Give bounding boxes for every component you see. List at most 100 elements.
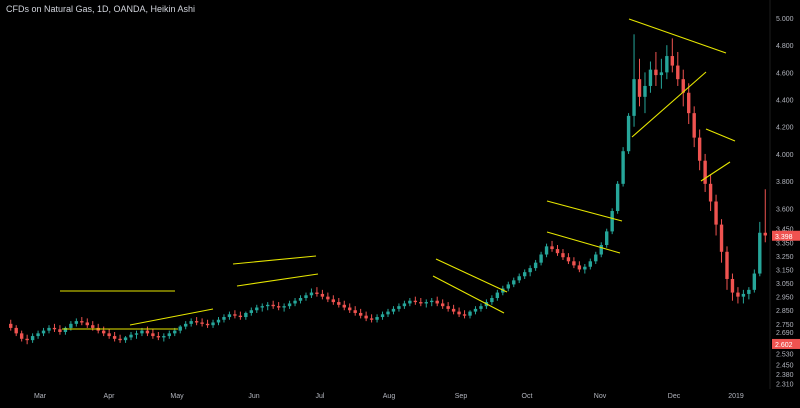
trendline bbox=[628, 18, 727, 54]
x-tick-label: Jul bbox=[316, 393, 325, 400]
y-tick-label: 4.400 bbox=[776, 98, 794, 105]
candle-body bbox=[112, 336, 117, 339]
candle-body bbox=[386, 311, 390, 315]
candle-body bbox=[293, 300, 297, 304]
trendline bbox=[546, 231, 621, 254]
trendline bbox=[236, 273, 319, 287]
price-tag bbox=[772, 230, 800, 241]
candle-body bbox=[260, 306, 264, 308]
x-tick-label: Jun bbox=[248, 393, 259, 400]
candle-body bbox=[413, 300, 418, 303]
candle-body bbox=[730, 278, 735, 293]
price-tag-label: 2.602 bbox=[775, 342, 793, 349]
candle-body bbox=[451, 308, 456, 312]
y-tick-label: 4.600 bbox=[776, 70, 794, 77]
candle-body bbox=[517, 276, 521, 281]
candle-body bbox=[337, 302, 341, 305]
candle-body bbox=[643, 85, 647, 97]
y-tick-label: 2.450 bbox=[776, 363, 794, 370]
candle-body bbox=[315, 292, 319, 294]
chart-title: CFDs on Natural Gas, 1D, OANDA, Heikin A… bbox=[6, 4, 196, 14]
y-tick-label: 3.350 bbox=[776, 240, 794, 247]
trendline bbox=[705, 128, 736, 142]
candle-body bbox=[47, 327, 51, 331]
candle-body bbox=[539, 254, 543, 263]
x-tick-label: May bbox=[170, 393, 184, 400]
candle-body bbox=[205, 323, 210, 326]
candle-body bbox=[490, 298, 494, 303]
candle-body bbox=[495, 292, 500, 299]
candle-body bbox=[101, 330, 106, 334]
candle-body bbox=[457, 311, 461, 315]
candle-body bbox=[266, 304, 270, 307]
candle-body bbox=[118, 338, 122, 341]
candle-body bbox=[173, 330, 177, 334]
candle-body bbox=[249, 310, 254, 313]
x-tick-label: Mar bbox=[34, 393, 47, 400]
candle-body bbox=[19, 333, 24, 339]
candle-body bbox=[572, 261, 576, 266]
x-tick-label: 2019 bbox=[728, 393, 744, 400]
candle-body bbox=[681, 79, 685, 93]
candle-body bbox=[380, 314, 385, 318]
candle-body bbox=[140, 330, 144, 334]
candle-body bbox=[468, 311, 472, 316]
y-tick-label: 3.450 bbox=[776, 227, 794, 234]
candle-body bbox=[473, 308, 478, 312]
candle-body bbox=[238, 315, 243, 318]
candle-body bbox=[747, 289, 751, 294]
candle-body bbox=[440, 303, 445, 307]
candle-body bbox=[358, 312, 363, 316]
candle-body bbox=[605, 231, 609, 245]
candle-body bbox=[69, 323, 73, 328]
candle-body bbox=[594, 254, 598, 262]
y-tick-label: 2.850 bbox=[776, 308, 794, 315]
candle-body bbox=[216, 319, 221, 323]
candle-body bbox=[599, 244, 603, 255]
y-tick-label: 3.250 bbox=[776, 254, 794, 261]
candle-body bbox=[145, 330, 150, 334]
candle-body bbox=[610, 211, 614, 232]
candle-body bbox=[326, 296, 330, 300]
candle-body bbox=[369, 318, 374, 320]
candle-body bbox=[58, 329, 62, 332]
candle-body bbox=[665, 56, 669, 73]
candle-body bbox=[134, 333, 139, 335]
candle-body bbox=[522, 272, 527, 277]
candle-body bbox=[348, 307, 352, 311]
candle-body bbox=[91, 325, 95, 328]
candle-body bbox=[402, 303, 407, 307]
candle-body bbox=[561, 253, 565, 258]
trendline bbox=[700, 161, 731, 182]
candle-body bbox=[41, 330, 46, 334]
y-tick-label: 5.000 bbox=[776, 16, 794, 23]
trendline bbox=[232, 255, 317, 265]
candle-body bbox=[309, 292, 314, 296]
trendline bbox=[129, 308, 214, 326]
candle-body bbox=[435, 300, 439, 304]
candle-body bbox=[725, 251, 729, 279]
candle-body bbox=[550, 246, 554, 250]
candle-body bbox=[74, 321, 79, 324]
candle-body bbox=[506, 284, 510, 289]
y-tick-label: 3.150 bbox=[776, 267, 794, 274]
candle-body bbox=[287, 303, 292, 307]
candle-body bbox=[9, 323, 13, 328]
y-tick-label: 2.750 bbox=[776, 322, 794, 329]
candle-body bbox=[222, 317, 226, 320]
candle-body bbox=[129, 334, 133, 338]
candle-body bbox=[462, 314, 467, 316]
candle-body bbox=[637, 79, 642, 97]
candle-body bbox=[741, 293, 746, 297]
candle-body bbox=[697, 137, 702, 161]
candle-body bbox=[654, 69, 658, 76]
candle-body bbox=[162, 336, 166, 338]
x-tick-label: Oct bbox=[522, 393, 533, 400]
candle-body bbox=[151, 333, 155, 337]
y-tick-label: 2.690 bbox=[776, 330, 794, 337]
candle-body bbox=[555, 249, 560, 254]
candle-body bbox=[626, 115, 631, 152]
candle-body bbox=[107, 333, 111, 337]
